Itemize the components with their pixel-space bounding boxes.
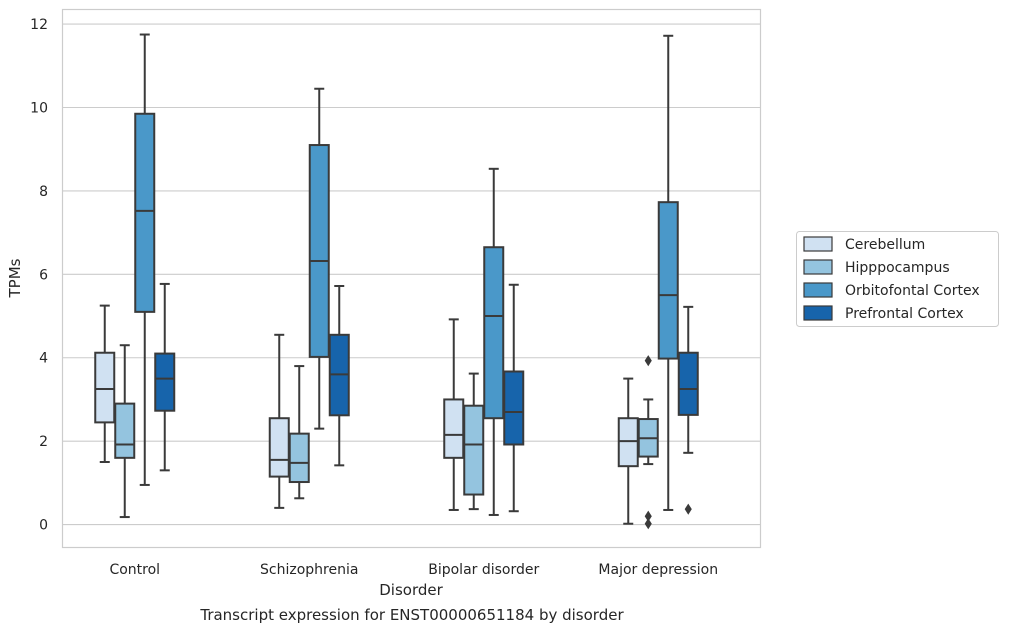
legend-frame — [796, 231, 999, 327]
y-tick-label-4: 4 — [39, 351, 48, 367]
x-tick-labels: Control Schizophrenia Bipolar disorder Majo… — [109, 562, 718, 578]
box-body — [94, 351, 116, 424]
legend-items: Cerebellum Hipppocampus Orbitofontal Corte… — [803, 236, 980, 322]
box-body — [677, 351, 699, 416]
box-body — [134, 112, 156, 313]
outlier-point — [644, 355, 652, 367]
box-body — [463, 404, 485, 496]
legend-label-prefrontal-cortex: Prefrontal Cortex — [845, 306, 964, 322]
legend-label-hipppocampus: Hipppocampus — [845, 260, 950, 276]
outlier-point — [684, 503, 692, 515]
box-prefrontal-cortex-major-depression — [677, 305, 699, 515]
box-body — [483, 246, 505, 420]
box-body — [503, 370, 525, 446]
x-tick-label-schizophrenia: Schizophrenia — [260, 562, 358, 578]
legend-label-cerebellum: Cerebellum — [845, 237, 925, 253]
box-prefrontal-cortex-schizophrenia — [328, 285, 350, 467]
legend-label-orbitofontal-cortex: Orbitofontal Cortex — [845, 283, 980, 299]
legend-swatch-orbitofontal-cortex — [803, 282, 833, 298]
box-orbitofontal-cortex-schizophrenia — [308, 87, 330, 430]
y-tick-label-10: 10 — [30, 101, 48, 117]
box-body — [617, 417, 639, 468]
box-orbitofontal-cortex-bipolar-disorder — [483, 167, 505, 516]
box-body — [443, 398, 465, 459]
legend: Cerebellum Hipppocampus Orbitofontal Corte… — [796, 231, 999, 327]
x-axis-label: Disorder — [379, 581, 443, 599]
box-hipppocampus-schizophrenia — [288, 365, 310, 500]
outlier-point — [644, 518, 652, 530]
grid-lines — [62, 23, 761, 526]
y-tick-labels: 0 2 4 6 8 10 12 — [30, 17, 48, 533]
box-cerebellum-schizophrenia — [268, 333, 290, 509]
box-orbitofontal-cortex-control — [134, 33, 156, 486]
y-axis-label: TPMs — [6, 258, 24, 298]
box-cerebellum-bipolar-disorder — [443, 318, 465, 511]
box-hipppocampus-major-depression — [637, 355, 659, 530]
figure-caption: Transcript expression for ENST0000065118… — [200, 606, 624, 624]
x-tick-label-major-depression: Major depression — [598, 562, 718, 578]
box-body — [154, 352, 176, 412]
box-body — [657, 201, 679, 360]
box-body — [288, 432, 310, 484]
box-orbitofontal-cortex-major-depression — [657, 34, 679, 511]
y-tick-label-2: 2 — [39, 434, 48, 450]
plot-frame — [61, 8, 762, 549]
box-body — [268, 417, 290, 478]
box-hipppocampus-bipolar-disorder — [463, 372, 485, 511]
box-groups — [94, 33, 699, 530]
legend-swatch-prefrontal-cortex — [803, 305, 833, 321]
y-tick-label-0: 0 — [39, 518, 48, 534]
box-prefrontal-cortex-bipolar-disorder — [503, 283, 525, 513]
box-body — [308, 144, 330, 358]
legend-swatch-hipppocampus — [803, 259, 833, 275]
box-hipppocampus-control — [114, 344, 136, 519]
legend-swatch-cerebellum — [803, 236, 833, 252]
box-cerebellum-control — [94, 304, 116, 464]
y-tick-label-6: 6 — [39, 267, 48, 283]
y-tick-label-8: 8 — [39, 184, 48, 200]
box-prefrontal-cortex-control — [154, 282, 176, 472]
y-tick-label-12: 12 — [30, 17, 48, 33]
x-tick-label-control: Control — [109, 562, 160, 578]
x-tick-label-bipolar-disorder: Bipolar disorder — [428, 562, 539, 578]
box-body — [114, 402, 136, 459]
box-cerebellum-major-depression — [617, 377, 639, 525]
